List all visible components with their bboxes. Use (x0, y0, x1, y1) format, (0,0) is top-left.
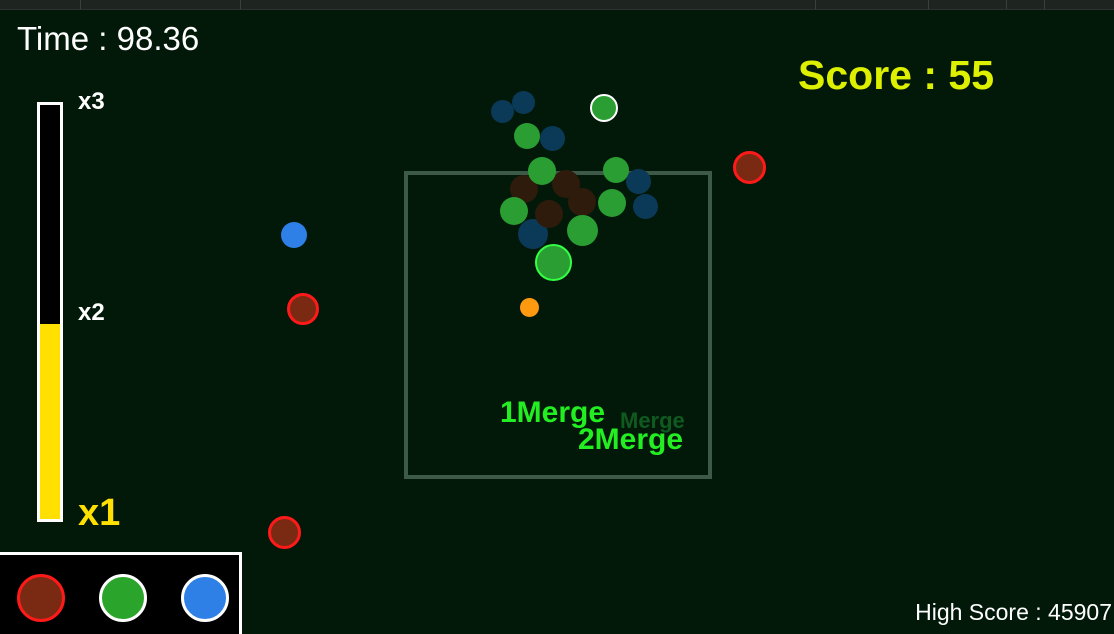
ball-blue-faded (633, 194, 658, 219)
multiplier-gauge-fill (40, 324, 60, 519)
merge-text-2: 2Merge (578, 423, 684, 456)
multiplier-x2-label: x2 (78, 299, 105, 326)
ball-red (733, 151, 766, 184)
multiplier-x3-label: x3 (78, 88, 105, 115)
merge-text-ghost: Merge (620, 408, 685, 433)
palette-green-ball[interactable] (99, 574, 147, 622)
ball-green (528, 157, 556, 185)
ball-red-faded (568, 188, 596, 216)
ball-green (514, 123, 540, 149)
toolbar-segment (80, 0, 241, 9)
ball-green-active (535, 244, 572, 281)
ball-red (268, 516, 301, 549)
ball-green (500, 197, 528, 225)
multiplier-gauge (37, 102, 63, 522)
ball-green (567, 215, 598, 246)
ball-red-faded (535, 200, 563, 228)
high-score-display: High Score : 45907 (915, 599, 1112, 625)
ball-orange (520, 298, 539, 317)
top-toolbar (0, 0, 1114, 10)
color-palette (0, 552, 242, 634)
multiplier-x1-label: x1 (78, 492, 121, 534)
toolbar-segment (928, 0, 1007, 9)
ball-blue (281, 222, 307, 248)
toolbar-segment (240, 0, 816, 9)
ball-blue-faded (540, 126, 565, 151)
ball-blue-faded (626, 169, 651, 194)
ball-green (598, 189, 626, 217)
ball-blue-faded (491, 100, 514, 123)
palette-red-ball[interactable] (17, 574, 65, 622)
toolbar-segment (0, 0, 81, 9)
ball-blue-faded (512, 91, 535, 114)
ball-green-outlined (590, 94, 618, 122)
toolbar-segment (1006, 0, 1045, 9)
toolbar-segment (815, 0, 929, 9)
score-display: Score : 55 (798, 52, 994, 98)
palette-blue-ball[interactable] (181, 574, 229, 622)
ball-green (603, 157, 629, 183)
time-display: Time : 98.36 (17, 20, 200, 57)
merge-text-1: 1Merge (500, 396, 606, 429)
ball-red (287, 293, 319, 325)
